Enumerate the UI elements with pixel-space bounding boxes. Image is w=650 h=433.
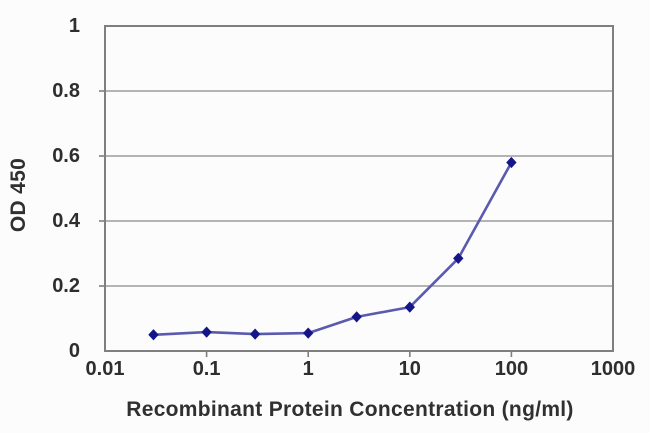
x-tick-label: 1 xyxy=(302,358,314,380)
data-point-marker xyxy=(249,328,261,340)
y-tick-label: 0.2 xyxy=(52,275,80,297)
x-tick-label: 1000 xyxy=(590,358,636,380)
x-tick-label: 100 xyxy=(494,358,529,380)
data-point-marker xyxy=(303,327,314,339)
x-axis-title: Recombinant Protein Concentration (ng/ml… xyxy=(126,398,574,421)
data-point-marker xyxy=(201,326,212,338)
data-point-marker xyxy=(148,329,159,341)
data-point-marker xyxy=(404,301,415,313)
data-point-marker xyxy=(506,156,517,169)
y-tick-label: 0 xyxy=(68,340,80,362)
x-tick-label: 0.01 xyxy=(85,358,125,380)
series-line xyxy=(153,161,513,337)
y-tick-label: 0.4 xyxy=(52,210,80,232)
x-tick-label: 10 xyxy=(398,358,421,380)
y-axis-title: OD 450 xyxy=(7,157,30,233)
y-tick-label: 0.8 xyxy=(52,80,80,102)
y-tick-label: 1 xyxy=(68,15,80,37)
plot-border xyxy=(104,25,614,352)
y-tick-label: 0.6 xyxy=(52,145,80,167)
data-point-marker xyxy=(351,311,362,323)
data-point-marker xyxy=(453,252,464,264)
x-tick-label: 0.1 xyxy=(192,358,221,380)
